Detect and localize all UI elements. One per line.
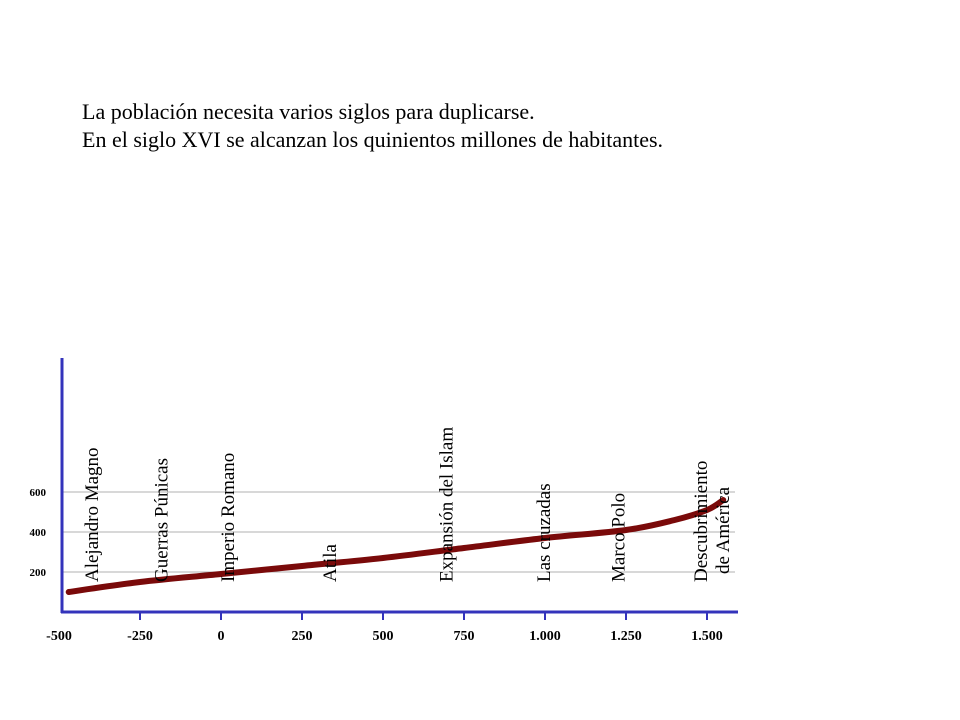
x-tick-labels: -500 -250 0 250 500 750 1.000 1.250 1.500 (46, 629, 723, 644)
headline: La población necesita varios siglos para… (82, 98, 922, 154)
event-label: Descubrimientode América (691, 461, 734, 582)
event-label-line: de América (713, 486, 734, 574)
event-label-text: Imperio Romano (218, 453, 239, 582)
x-tick-label: 0 (218, 629, 225, 644)
x-tick-label: 750 (454, 629, 475, 644)
event-label-text: Las cruzadas (534, 483, 555, 582)
axes (60, 358, 738, 620)
headline-line-1: La población necesita varios siglos para… (82, 99, 535, 124)
x-tick-label: 1.250 (610, 629, 642, 644)
event-label-line: Las cruzadas (534, 483, 555, 582)
x-tick-label: 500 (373, 629, 394, 644)
event-label-line: Marco Polo (608, 493, 629, 582)
x-tick-label: -500 (46, 629, 72, 644)
y-tick-label: 600 (30, 487, 47, 499)
y-tick-label: 400 (30, 527, 47, 539)
event-label-text: Guerras Púnicas (152, 458, 173, 582)
event-label: Expansión del Islam (437, 427, 458, 582)
event-label-text: Expansión del Islam (437, 427, 458, 582)
y-tick-labels: 200 400 600 (30, 487, 47, 579)
event-label: Alejandro Magno (82, 447, 103, 582)
population-line (65, 497, 727, 595)
x-tick-label: -250 (127, 629, 153, 644)
event-label: Marco Polo (608, 493, 629, 582)
event-label-line: Expansión del Islam (437, 427, 458, 582)
event-label-text: Atila (320, 543, 341, 582)
event-label-line: Guerras Púnicas (152, 458, 173, 582)
event-label-text: Alejandro Magno (82, 447, 103, 582)
event-label: Imperio Romano (218, 453, 239, 582)
x-tick-label: 1.500 (691, 629, 723, 644)
event-label: Guerras Púnicas (152, 458, 173, 582)
event-label: Atila (320, 543, 341, 582)
event-label: Las cruzadas (534, 483, 555, 582)
event-label-line: Atila (320, 543, 341, 582)
x-tick-label: 250 (292, 629, 313, 644)
event-label-text: Marco Polo (608, 493, 629, 582)
event-label-line: Descubrimiento (691, 461, 712, 582)
event-label-line: Alejandro Magno (82, 447, 103, 582)
population-curve (65, 497, 727, 595)
headline-line-2: En el siglo XVI se alcanzan los quinient… (82, 127, 664, 152)
event-label-line: Imperio Romano (218, 453, 239, 582)
x-tick-label: 1.000 (529, 629, 561, 644)
event-label-text: Descubrimientode América (691, 461, 734, 582)
y-tick-label: 200 (30, 567, 47, 579)
event-annotations: Alejandro Magno Guerras Púnicas Imperio Ro… (82, 427, 734, 582)
